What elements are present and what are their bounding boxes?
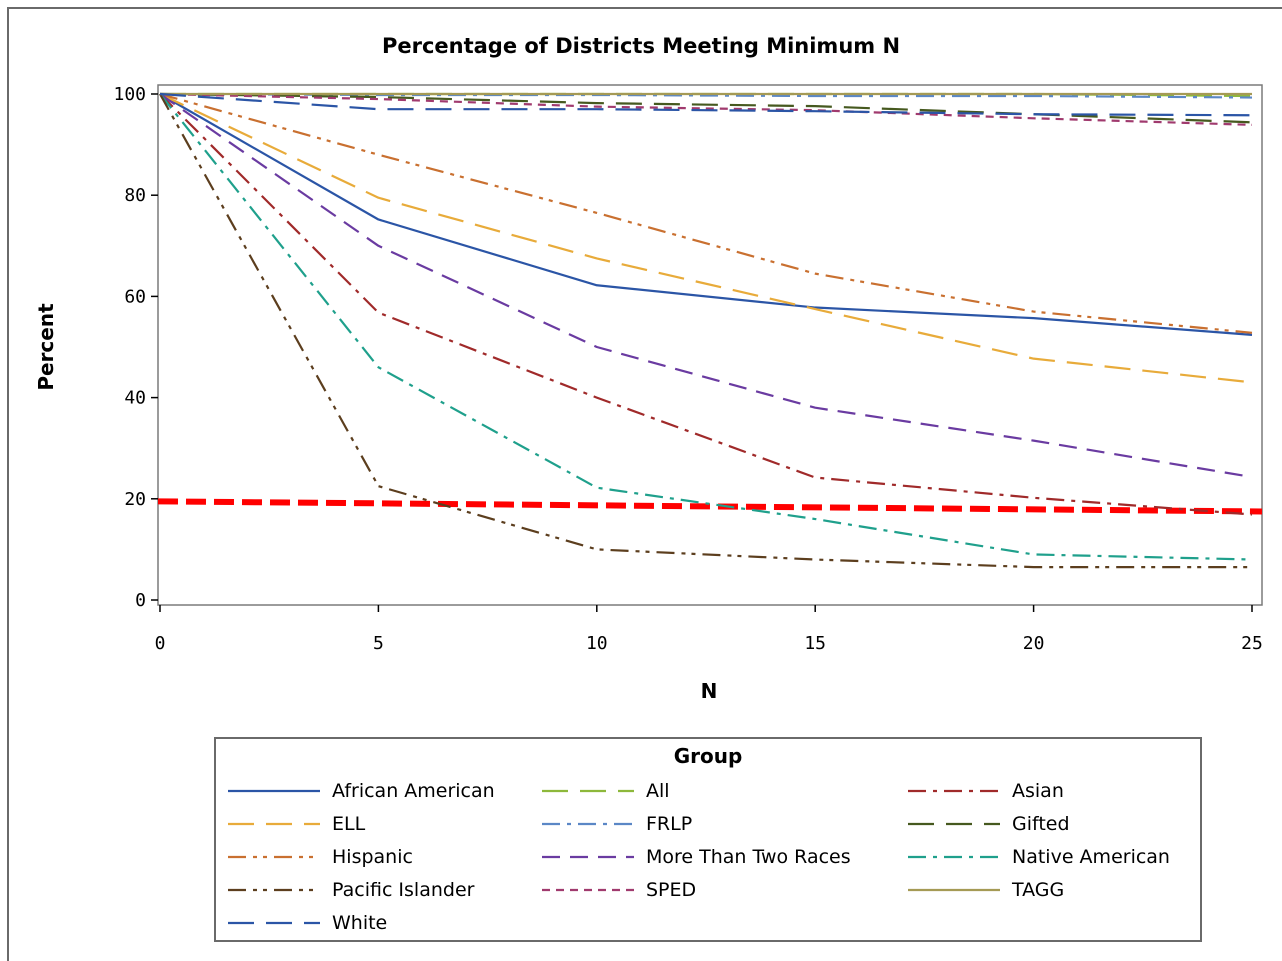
series-line-more-than-two-races — [159, 93, 1253, 479]
legend-label: Hispanic — [332, 846, 413, 868]
x-tick-label: 5 — [373, 633, 384, 654]
legend-swatch — [228, 822, 320, 826]
legend-label: Pacific Islander — [332, 879, 475, 901]
legend-swatch — [908, 789, 1000, 793]
chart-frame — [7, 7, 1282, 961]
x-tick-label: 0 — [155, 633, 166, 654]
legend-item: SPED — [540, 876, 696, 904]
legend-swatch — [228, 921, 320, 925]
legend-swatch — [542, 888, 634, 892]
legend-item: Pacific Islander — [226, 876, 474, 904]
legend-swatch — [542, 855, 634, 859]
legend-item: ELL — [226, 810, 365, 838]
series-line-white — [159, 92, 1253, 117]
legend-label: TAGG — [1012, 879, 1065, 901]
legend-item: White — [226, 909, 387, 937]
x-tick-label: 20 — [1023, 633, 1045, 654]
y-axis-label: Percent — [34, 303, 58, 391]
legend-label: Asian — [1012, 780, 1064, 802]
series-line-hispanic — [159, 92, 1253, 334]
legend-item: Asian — [906, 777, 1064, 805]
legend-item: TAGG — [906, 876, 1064, 904]
legend-label: ELL — [332, 813, 366, 835]
series-line-ell — [159, 93, 1253, 384]
legend-item: Hispanic — [226, 843, 413, 871]
reference-line — [157, 498, 1263, 515]
series-line-asian — [159, 93, 1253, 516]
legend: Group African American All Asian ELL FRLP Gif… — [214, 737, 1202, 942]
y-tick-label: 60 — [124, 286, 146, 307]
series-line-gifted — [159, 92, 1253, 124]
series-line-native-american — [159, 93, 1253, 561]
legend-swatch — [228, 888, 320, 892]
legend-label: African American — [332, 780, 495, 802]
x-tick-label: 10 — [586, 633, 608, 654]
legend-swatch — [228, 855, 320, 859]
legend-label: White — [332, 912, 388, 934]
legend-item: Gifted — [906, 810, 1070, 838]
series-line-pacific-islander — [159, 93, 1252, 569]
series-line-sped — [159, 92, 1253, 126]
legend-label: All — [646, 780, 670, 802]
plot-border — [157, 84, 1263, 606]
x-axis-label: N — [700, 679, 718, 703]
legend-item: More Than Two Races — [540, 843, 851, 871]
legend-swatch — [908, 888, 1000, 892]
y-tick-label: 20 — [124, 489, 146, 510]
chart-title: Percentage of Districts Meeting Minimum … — [381, 34, 901, 58]
legend-item: African American — [226, 777, 495, 805]
legend-label: More Than Two Races — [646, 846, 851, 868]
y-tick-label: 80 — [124, 185, 146, 206]
y-tick-label: 40 — [124, 388, 146, 409]
y-tick-label: 0 — [135, 590, 146, 611]
legend-swatch — [542, 822, 634, 826]
legend-swatch — [542, 789, 634, 793]
series-line-african-american — [159, 93, 1253, 336]
legend-swatch — [908, 822, 1000, 826]
legend-swatch — [908, 855, 1000, 859]
legend-label: FRLP — [646, 813, 693, 835]
legend-item: All — [540, 777, 670, 805]
legend-title: Group — [673, 744, 743, 768]
legend-swatch — [228, 789, 320, 793]
legend-item: FRLP — [540, 810, 692, 838]
legend-label: SPED — [646, 879, 697, 901]
y-tick-label: 100 — [113, 84, 146, 105]
legend-label: Native American — [1012, 846, 1170, 868]
x-tick-label: 15 — [804, 633, 826, 654]
x-tick-label: 25 — [1241, 633, 1263, 654]
legend-label: Gifted — [1012, 813, 1070, 835]
legend-item: Native American — [906, 843, 1170, 871]
